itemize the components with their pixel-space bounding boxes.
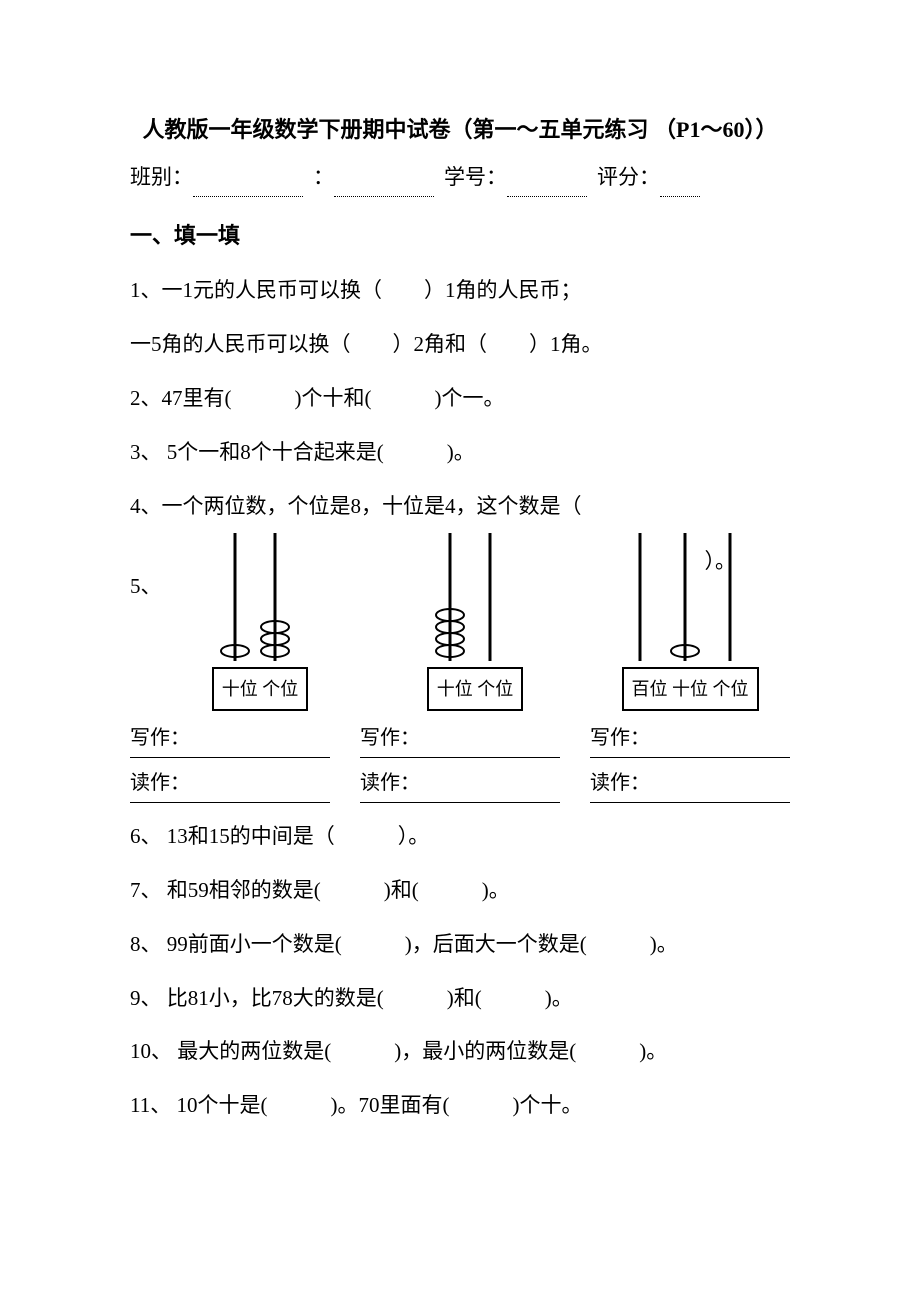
question-7: 7、 和59相邻的数是( )和( )。: [130, 871, 790, 911]
write-3: 写作：: [590, 719, 790, 758]
read-1: 读作：: [130, 764, 330, 803]
question-2: 2、47里有( )个十和( )个一。: [130, 379, 790, 419]
abacus-3: 百位 十位 个位: [590, 533, 790, 711]
question-4: 4、一个两位数，个位是8，十位是4，这个数是（: [130, 487, 790, 527]
question-8: 8、 99前面小一个数是( )，后面大一个数是( )。: [130, 925, 790, 965]
question-1-line1: 1、一1元的人民币可以换（ ）1角的人民币；: [130, 271, 790, 311]
class-label: 班别：: [130, 158, 193, 198]
abacus-3-svg: [610, 533, 770, 663]
abacus-3-label: 百位 十位 个位: [622, 667, 759, 711]
read-row: 读作： 读作： 读作：: [130, 764, 790, 803]
abacus-2: 十位 个位: [375, 533, 575, 711]
name-label: ：: [313, 158, 334, 198]
abacus-1-label: 十位 个位: [212, 667, 309, 711]
write-row: 写作： 写作： 写作：: [130, 719, 790, 758]
read-3: 读作：: [590, 764, 790, 803]
question-11: 11、 10个十是( )。70里面有( )个十。: [130, 1086, 790, 1126]
abacus-1-svg: [200, 533, 320, 663]
header-row: 班别： ： 学号： 评分：: [130, 158, 790, 198]
abacus-row: 十位 个位 十位 个位 百位 十位 个位: [130, 533, 790, 711]
id-field: [507, 158, 587, 198]
write-2: 写作：: [360, 719, 560, 758]
abacus-1: 十位 个位: [160, 533, 360, 711]
score-field: [660, 158, 700, 198]
read-2: 读作：: [360, 764, 560, 803]
class-field: [193, 158, 303, 198]
abacus-2-label: 十位 个位: [427, 667, 524, 711]
exam-title: 人教版一年级数学下册期中试卷（第一～五单元练习 （P1～60））: [130, 110, 790, 150]
id-label: 学号：: [444, 158, 507, 198]
question-10: 10、 最大的两位数是( )，最小的两位数是( )。: [130, 1032, 790, 1072]
question-9: 9、 比81小，比78大的数是( )和( )。: [130, 979, 790, 1019]
question-1-line2: 一5角的人民币可以换（ ）2角和（ ）1角。: [130, 325, 790, 365]
question-6: 6、 13和15的中间是（ ）。: [130, 817, 790, 857]
name-field: [334, 158, 434, 198]
abacus-2-svg: [415, 533, 535, 663]
score-label: 评分：: [597, 158, 660, 198]
section-1-title: 一、填一填: [130, 215, 790, 257]
write-1: 写作：: [130, 719, 330, 758]
question-3: 3、 5个一和8个十合起来是( )。: [130, 433, 790, 473]
